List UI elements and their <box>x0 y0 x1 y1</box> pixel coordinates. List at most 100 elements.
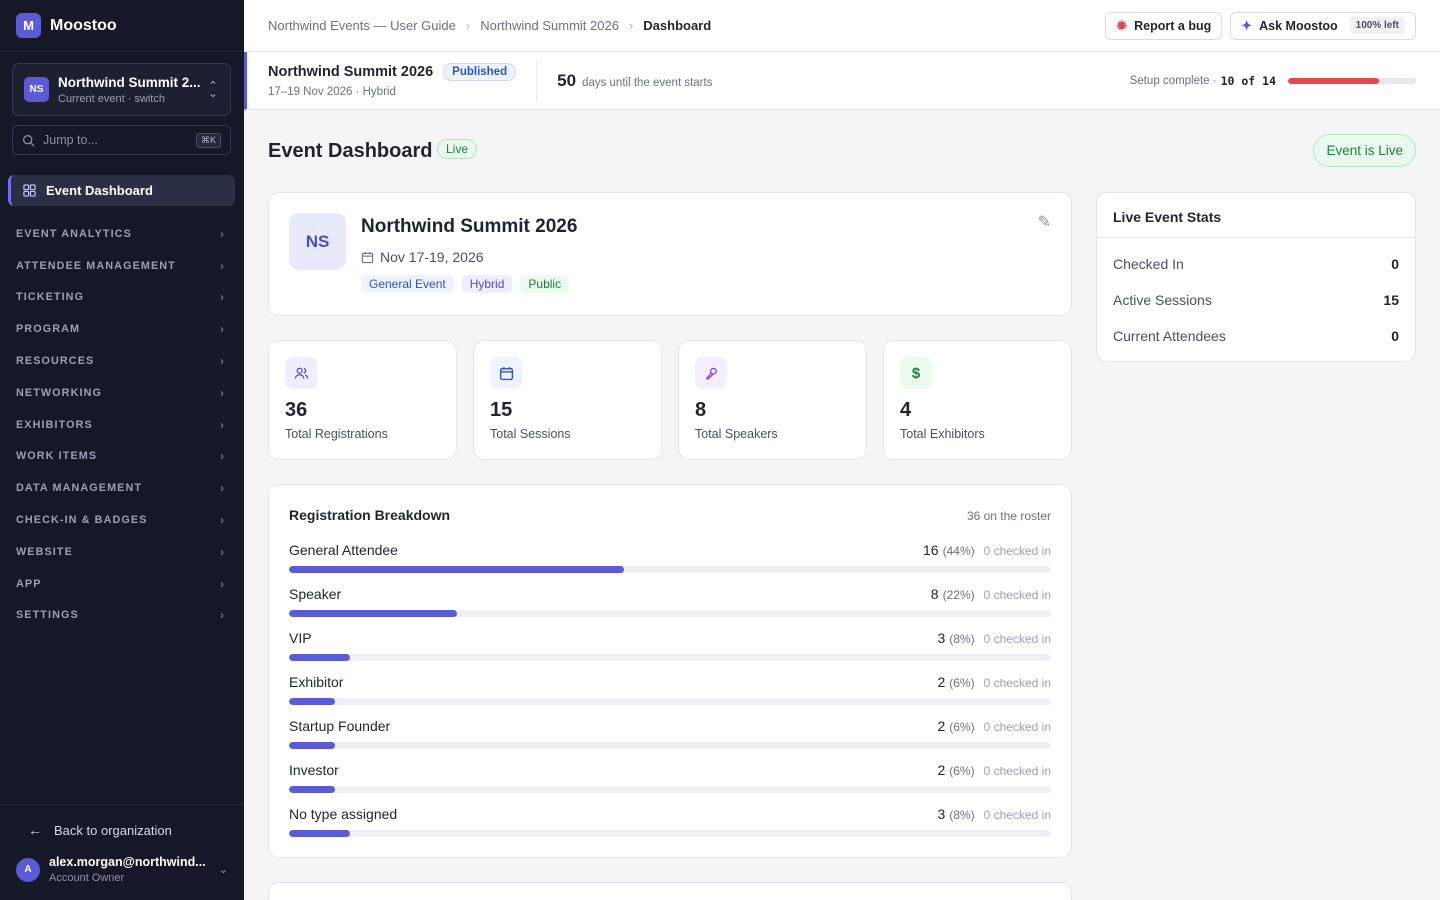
brand[interactable]: M Moostoo <box>0 0 244 52</box>
registration-bar-fill <box>289 786 335 793</box>
live-stat-label: Active Sessions <box>1113 292 1212 308</box>
user-menu[interactable]: A alex.morgan@northwind... Account Owner… <box>16 855 228 884</box>
setup-value: 10 of 14 <box>1220 74 1276 88</box>
sidebar-item-attendee-management[interactable]: ATTENDEE MANAGEMENT › <box>0 250 244 282</box>
registration-type-label: Startup Founder <box>289 718 391 734</box>
registration-row: General Attendee 16 (44%) 0 checked in <box>289 542 1051 586</box>
event-live-button[interactable]: Event is Live <box>1313 134 1416 167</box>
app-logo: M <box>16 13 41 38</box>
sidebar-nav: EVENT ANALYTICS › ATTENDEE MANAGEMENT › TI… <box>0 218 244 631</box>
registration-count: 2 <box>937 718 946 734</box>
back-to-organization-link[interactable]: ← Back to organization <box>28 822 172 838</box>
stat-card-registrations[interactable]: 36 Total Registrations <box>268 340 457 460</box>
event-switcher[interactable]: NS Northwind Summit 2... Current event ·… <box>12 63 231 116</box>
checked-in-count: 0 checked in <box>983 676 1051 690</box>
chevron-right-icon: › <box>628 18 634 33</box>
chevron-right-icon: › <box>220 449 224 464</box>
registration-rows: General Attendee 16 (44%) 0 checked in Speak… <box>289 542 1051 850</box>
users-icon <box>285 357 317 389</box>
registration-bar <box>289 698 1051 705</box>
registration-count: 3 <box>937 630 946 646</box>
sidebar-item-exhibitors[interactable]: EXHIBITORS › <box>0 409 244 441</box>
sidebar-item-resources[interactable]: RESOURCES › <box>0 345 244 377</box>
sparkle-icon: ✦ <box>1241 17 1253 33</box>
shortcut-hint: ⌘K <box>195 132 221 148</box>
checked-in-count: 0 checked in <box>983 720 1051 734</box>
stat-value: 36 <box>285 399 308 421</box>
registration-bar-fill <box>289 654 350 661</box>
registration-type-label: Investor <box>289 762 339 778</box>
sidebar-item-label: SETTINGS <box>16 609 79 622</box>
sidebar-item-event-analytics[interactable]: EVENT ANALYTICS › <box>0 218 244 250</box>
breadcrumb-current: Dashboard <box>643 18 712 33</box>
chevron-right-icon: › <box>220 290 224 305</box>
sidebar-item-label: DATA MANAGEMENT <box>16 482 143 495</box>
registration-type-label: VIP <box>289 630 312 646</box>
sidebar-item-check-in-badges[interactable]: CHECK-IN & BADGES › <box>0 504 244 536</box>
app-name: Moostoo <box>50 16 117 34</box>
stat-label: Total Sessions <box>490 427 571 441</box>
live-stat-label: Current Attendees <box>1113 328 1226 344</box>
sidebar-item-app[interactable]: APP › <box>0 568 244 600</box>
stat-value: 15 <box>490 399 513 421</box>
report-bug-button[interactable]: ✹ Report a bug <box>1105 11 1223 40</box>
breadcrumb-guide[interactable]: Northwind Events — User Guide <box>268 18 456 33</box>
stat-card-sessions[interactable]: 15 Total Sessions <box>473 340 662 460</box>
event-avatar: NS <box>24 77 49 102</box>
sidebar-item-program[interactable]: PROGRAM › <box>0 313 244 345</box>
registration-bar <box>289 566 1051 573</box>
registration-bar <box>289 786 1051 793</box>
sidebar-item-data-management[interactable]: DATA MANAGEMENT › <box>0 472 244 504</box>
live-event-stats-card: Live Event Stats Checked In 0 Active Sess… <box>1096 192 1416 362</box>
chevron-right-icon: › <box>220 322 224 337</box>
registration-bar-fill <box>289 742 335 749</box>
chevron-right-icon: › <box>220 576 224 591</box>
registration-bar <box>289 654 1051 661</box>
registration-type-label: Speaker <box>289 586 342 602</box>
setup-label: Setup complete · <box>1129 75 1217 87</box>
registration-counts: 2 (6%) 0 checked in <box>937 762 1051 778</box>
breadcrumb: Northwind Events — User Guide › Northwin… <box>268 18 1097 33</box>
event-date: Nov 17-19, 2026 <box>361 249 484 265</box>
sidebar-item-website[interactable]: WEBSITE › <box>0 536 244 568</box>
dollar-icon: $ <box>900 357 932 389</box>
chevron-right-icon: › <box>220 385 224 400</box>
sidebar-item-event-dashboard[interactable]: Event Dashboard <box>8 175 235 206</box>
registration-row: Speaker 8 (22%) 0 checked in <box>289 586 1051 630</box>
event-switcher-name: Northwind Summit 2... <box>58 74 201 90</box>
registration-bar-fill <box>289 698 335 705</box>
live-stat-checked-in: Checked In 0 <box>1097 246 1415 282</box>
sidebar-item-ticketing[interactable]: TICKETING › <box>0 282 244 314</box>
registration-bar-fill <box>289 610 457 617</box>
chevron-right-icon: › <box>220 513 224 528</box>
tag-visibility: Public <box>520 275 570 293</box>
event-title: Northwind Summit 2026 <box>268 64 434 80</box>
stat-card-speakers[interactable]: 8 Total Speakers <box>678 340 867 460</box>
sidebar-item-label: PROGRAM <box>16 323 81 336</box>
stat-value: 4 <box>900 399 912 421</box>
ask-moostoo-button[interactable]: ✦ Ask Moostoo 100% left <box>1230 11 1416 40</box>
breadcrumb-event[interactable]: Northwind Summit 2026 <box>480 18 619 33</box>
microphone-icon <box>695 357 727 389</box>
tag-event-type: General Event <box>361 275 454 293</box>
chevron-right-icon: › <box>220 544 224 559</box>
chevron-right-icon: › <box>465 18 471 33</box>
sidebar-item-settings[interactable]: SETTINGS › <box>0 600 244 632</box>
sidebar-item-networking[interactable]: NETWORKING › <box>0 377 244 409</box>
edit-icon[interactable]: ✎ <box>1037 214 1051 231</box>
days-count: 50 <box>557 70 577 90</box>
sidebar-item-work-items[interactable]: WORK ITEMS › <box>0 441 244 473</box>
stat-card-exhibitors[interactable]: $ 4 Total Exhibitors <box>883 340 1072 460</box>
registration-bar <box>289 742 1051 749</box>
registration-count: 8 <box>930 586 939 602</box>
jump-to-search[interactable]: Jump to... ⌘K <box>12 125 231 155</box>
setup-progress-bar <box>1288 78 1416 84</box>
status-badge: Published <box>443 63 517 81</box>
live-stat-active-sessions: Active Sessions 15 <box>1097 282 1415 318</box>
event-meta: 17–19 Nov 2026 · Hybrid <box>268 86 396 98</box>
checked-in-count: 0 checked in <box>983 588 1051 602</box>
days-label: days until the event starts <box>582 76 713 89</box>
stat-label: Total Registrations <box>285 427 388 441</box>
setup-progress[interactable]: Setup complete · 10 of 14 <box>1130 74 1416 88</box>
sidebar-item-label: WEBSITE <box>16 545 73 558</box>
